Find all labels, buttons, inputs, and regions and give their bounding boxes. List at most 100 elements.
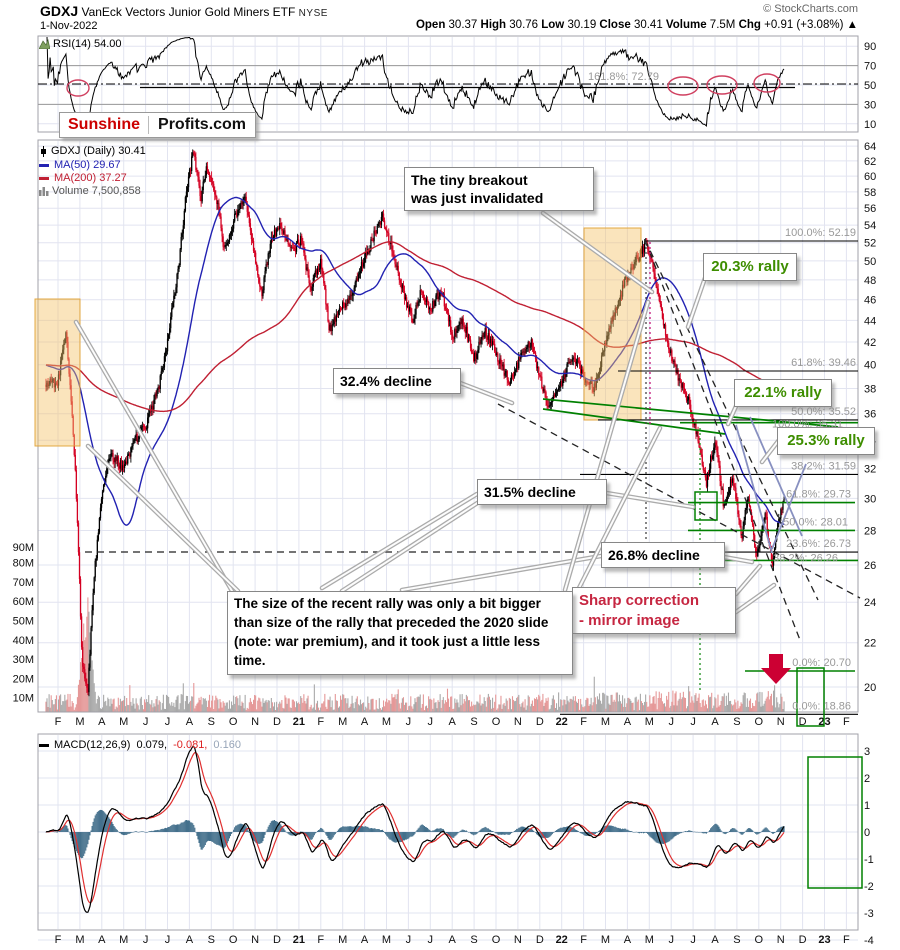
macd-histogram-bar	[164, 827, 167, 832]
volume-bar	[385, 701, 387, 712]
volume-bar	[475, 704, 477, 712]
volume-bar	[680, 699, 682, 712]
volume-bar	[504, 705, 506, 712]
volume-bar	[90, 651, 92, 712]
volume-bar	[435, 702, 437, 712]
candle-body	[417, 302, 419, 306]
chart-date: 1-Nov-2022	[40, 20, 98, 32]
candle-body	[693, 422, 695, 426]
macd-histogram-bar	[670, 832, 672, 840]
volume-bar	[443, 703, 445, 712]
volume-bar	[349, 706, 351, 712]
macd-histogram-bar	[783, 826, 785, 832]
month-label: J	[668, 934, 674, 946]
candle-body	[713, 447, 715, 456]
volume-bar	[403, 704, 406, 712]
volume-bar	[75, 704, 77, 712]
candle-body	[297, 239, 300, 245]
volume-bar	[760, 706, 762, 712]
volume-bar	[64, 694, 66, 712]
volume-bar	[612, 701, 614, 712]
volume-bar	[427, 708, 429, 712]
volume-bar	[315, 703, 317, 712]
rsi-highlight-circle	[66, 79, 90, 97]
volume-bar	[637, 699, 639, 712]
macd-histogram-bar	[648, 832, 650, 836]
chart-header: GDXJ VanEck Vectors Junior Gold Miners E…	[40, 3, 328, 19]
volume-bar	[365, 706, 367, 712]
macd-histogram-bar	[98, 810, 100, 832]
candle-body	[509, 381, 512, 385]
macd-tick-label: -2	[864, 881, 874, 893]
candle-body	[434, 300, 436, 307]
candle-body	[377, 223, 379, 226]
macd-histogram-bar	[201, 832, 203, 850]
candle-body	[614, 308, 616, 317]
volume-bar	[700, 707, 702, 712]
macd-histogram-bar	[95, 813, 97, 832]
candle-body	[600, 355, 603, 367]
volume-bar	[717, 694, 719, 712]
volume-bar	[369, 709, 371, 712]
candle-body	[339, 308, 342, 309]
volume-bar	[310, 704, 312, 712]
macd-histogram-bar	[350, 826, 352, 832]
macd-histogram-bar	[388, 832, 390, 839]
volume-bar	[54, 699, 56, 712]
candle-body	[353, 287, 355, 293]
candle-body	[401, 284, 404, 289]
candle-body	[723, 504, 725, 507]
candle-body	[654, 273, 656, 279]
candle-body	[143, 426, 146, 428]
candle-body	[217, 203, 219, 205]
candle-body	[241, 202, 243, 205]
volume-bar	[601, 703, 603, 712]
volume-bar	[60, 694, 62, 712]
volume-bar	[657, 698, 659, 712]
candle-body	[650, 257, 652, 259]
month-label: O	[492, 716, 501, 728]
candle-body	[664, 324, 667, 336]
volume-bar	[619, 701, 622, 712]
macd-histogram-bar	[698, 832, 700, 833]
macd-histogram-bar	[419, 825, 421, 832]
candle-body	[153, 399, 155, 410]
macd-histogram-bar	[673, 832, 675, 838]
sunshine-profits-logo: Sunshine Profits.com	[59, 112, 257, 138]
volume-bar	[401, 698, 403, 712]
volume-bar	[538, 694, 540, 712]
macd-histogram-bar	[756, 832, 758, 835]
volume-tick-label: 40M	[13, 635, 34, 647]
candle-body	[171, 308, 173, 317]
price-tick-label: 56	[864, 203, 876, 215]
volume-bar	[299, 704, 301, 712]
volume-bar	[769, 696, 771, 712]
macd-histogram-bar	[459, 831, 461, 832]
volume-bar	[420, 707, 422, 712]
month-label: F	[317, 934, 324, 946]
macd-histogram-bar	[728, 830, 731, 832]
macd-histogram-bar	[719, 828, 721, 832]
macd-histogram-bar	[544, 832, 546, 838]
volume-bar	[547, 697, 549, 712]
macd-histogram-bar	[596, 832, 598, 833]
candle-body	[305, 259, 307, 270]
volume-bar	[295, 701, 298, 712]
macd-tick-label: -4	[864, 935, 874, 947]
volume-bar	[262, 698, 264, 712]
month-label: 22	[556, 716, 568, 728]
candle-body	[555, 391, 558, 394]
volume-bar	[309, 706, 311, 712]
price-tick-label: 20	[864, 682, 876, 694]
candle-body	[58, 374, 61, 376]
candle-body	[189, 169, 192, 171]
candle-body	[236, 212, 238, 217]
volume-bar	[412, 708, 414, 712]
volume-bar	[683, 697, 685, 712]
candle-body	[456, 330, 458, 333]
volume-bar	[752, 703, 754, 712]
macd-histogram-bar	[168, 827, 170, 832]
candle-body	[699, 447, 701, 449]
candle-body	[464, 327, 466, 333]
volume-bar	[501, 708, 503, 712]
